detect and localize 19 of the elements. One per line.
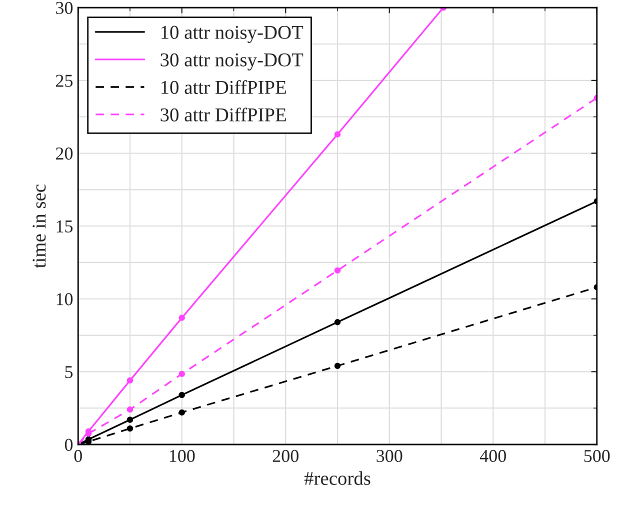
x-tick-label: 500 [584, 450, 610, 462]
legend-label: 30 attr DiffPIPE [160, 108, 286, 122]
y-tick-label: 30 [56, 2, 73, 14]
y-tick-label: 15 [56, 220, 73, 232]
x-axis-title: #records [304, 471, 370, 485]
y-tick-label: 5 [65, 366, 73, 378]
x-tick-label: 200 [272, 450, 298, 462]
legend-label: 30 attr noisy-DOT [160, 53, 304, 70]
x-tick-label: 300 [376, 450, 402, 462]
x-tick-label: 0 [74, 450, 82, 462]
x-tick-label: 400 [480, 450, 506, 462]
y-tick-label: 10 [56, 293, 73, 306]
legend-label: 10 attr DiffPIPE [162, 80, 286, 94]
y-tick-label: 20 [56, 148, 73, 160]
y-tick-label: 0 [64, 438, 73, 451]
y-axis-title: time in sec [32, 184, 46, 268]
x-tick-label: 100 [170, 450, 195, 462]
legend-label: 10 attr noisy-DOT [162, 26, 304, 43]
y-tick-label: 25 [56, 74, 73, 87]
